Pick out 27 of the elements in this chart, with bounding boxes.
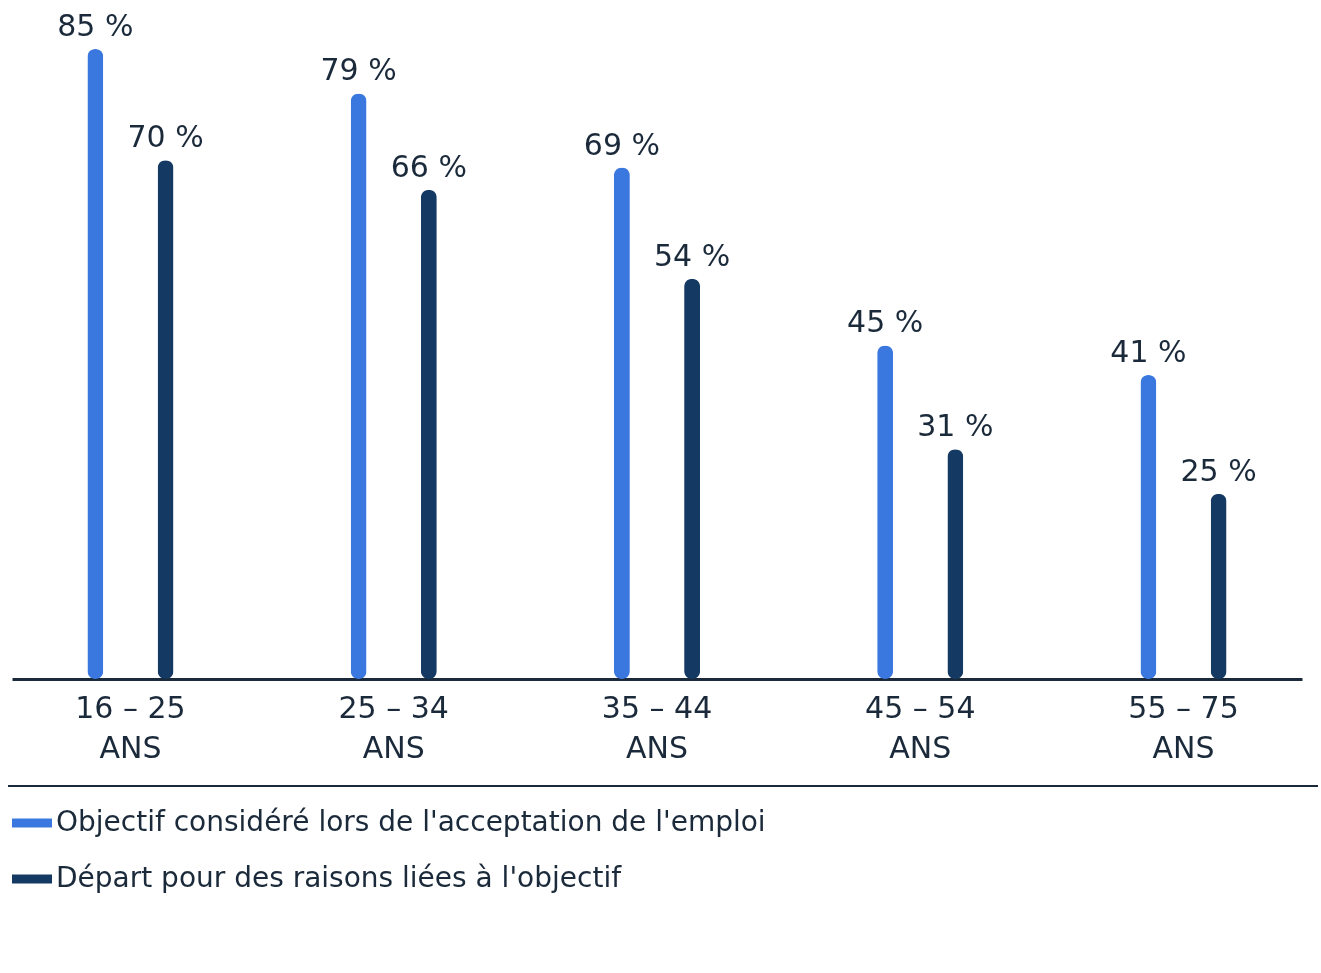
bar bbox=[350, 93, 367, 679]
data-label: 45 % bbox=[847, 304, 924, 340]
data-label: 41 % bbox=[1110, 334, 1187, 370]
data-label: 31 % bbox=[917, 408, 994, 444]
legend-label: Objectif considéré lors de l'acceptation de l'emploi bbox=[56, 805, 766, 838]
x-tick-label: 45 – 54 ANS bbox=[865, 689, 976, 765]
data-label: 70 % bbox=[127, 119, 204, 155]
bar bbox=[877, 345, 894, 679]
data-label: 25 % bbox=[1180, 452, 1257, 488]
x-tick-label: 55 – 75 ANS bbox=[1128, 689, 1239, 765]
data-label: 79 % bbox=[320, 52, 397, 88]
data-label: 69 % bbox=[583, 126, 661, 162]
data-label: 66 % bbox=[390, 148, 467, 184]
bar bbox=[1140, 375, 1157, 679]
bar bbox=[684, 278, 701, 679]
x-tick-label: 25 – 34 ANS bbox=[338, 689, 449, 765]
bar bbox=[1210, 493, 1227, 679]
data-label: 54 % bbox=[653, 237, 731, 273]
bar bbox=[420, 189, 437, 679]
x-tick-label: 16 – 25 ANS bbox=[75, 689, 186, 765]
legend-label: Départ pour des raisons liées à l'objectif bbox=[56, 861, 623, 894]
bar bbox=[613, 167, 630, 679]
bar bbox=[87, 49, 104, 679]
x-tick-label: 35 – 44 ANS bbox=[601, 689, 713, 765]
data-label: 85 % bbox=[57, 8, 134, 43]
bar bbox=[157, 160, 174, 679]
bar bbox=[947, 449, 964, 679]
